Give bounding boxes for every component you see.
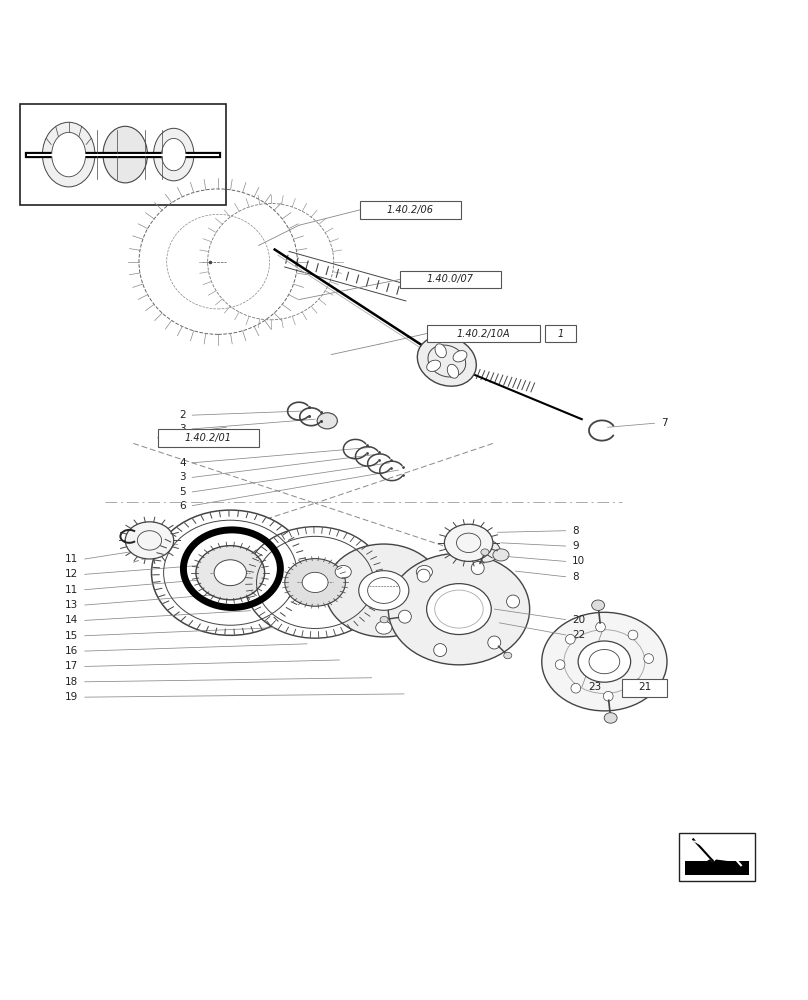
- Ellipse shape: [302, 572, 328, 593]
- Bar: [545, 325, 576, 342]
- Ellipse shape: [359, 571, 409, 610]
- Text: 1.40.2/06: 1.40.2/06: [386, 205, 434, 215]
- Ellipse shape: [417, 336, 477, 386]
- Ellipse shape: [196, 546, 265, 600]
- Circle shape: [417, 569, 430, 582]
- Circle shape: [488, 636, 501, 649]
- Bar: [360, 201, 461, 219]
- Bar: [622, 679, 667, 697]
- Circle shape: [644, 654, 654, 663]
- Circle shape: [471, 562, 484, 575]
- Text: 8: 8: [572, 526, 579, 536]
- Text: 13: 13: [65, 600, 78, 610]
- Ellipse shape: [52, 132, 86, 177]
- Ellipse shape: [151, 510, 309, 635]
- Text: 15: 15: [65, 631, 78, 641]
- Circle shape: [604, 691, 613, 701]
- Text: 3: 3: [179, 472, 186, 482]
- Ellipse shape: [604, 713, 617, 723]
- Ellipse shape: [214, 560, 246, 586]
- Text: 12: 12: [65, 569, 78, 579]
- Text: 2: 2: [179, 410, 186, 420]
- Ellipse shape: [444, 524, 493, 561]
- Text: 8: 8: [572, 572, 579, 582]
- Bar: [20, 104, 226, 205]
- Text: 11: 11: [65, 554, 78, 564]
- Ellipse shape: [541, 612, 667, 711]
- Text: 3: 3: [179, 424, 186, 434]
- Bar: [400, 271, 501, 288]
- Text: 1.40.2/10A: 1.40.2/10A: [457, 329, 510, 339]
- Text: 1.40.2/01: 1.40.2/01: [184, 433, 232, 443]
- Text: 22: 22: [572, 630, 585, 640]
- Ellipse shape: [427, 360, 440, 371]
- Circle shape: [571, 683, 581, 693]
- Ellipse shape: [453, 351, 467, 362]
- Text: 14: 14: [65, 615, 78, 625]
- Circle shape: [595, 622, 605, 632]
- Bar: [427, 325, 540, 342]
- Ellipse shape: [493, 549, 509, 561]
- Polygon shape: [685, 861, 749, 875]
- Text: 1.40.0/07: 1.40.0/07: [427, 274, 474, 284]
- Circle shape: [566, 634, 575, 644]
- Circle shape: [507, 595, 520, 608]
- Circle shape: [398, 610, 411, 623]
- Ellipse shape: [591, 600, 604, 611]
- Text: 6: 6: [179, 501, 186, 511]
- Ellipse shape: [503, 652, 511, 659]
- Ellipse shape: [376, 621, 392, 634]
- Ellipse shape: [481, 549, 489, 555]
- Ellipse shape: [146, 536, 177, 558]
- Ellipse shape: [245, 527, 386, 638]
- Ellipse shape: [284, 559, 346, 606]
- Text: 20: 20: [572, 615, 585, 625]
- Text: 18: 18: [65, 677, 78, 687]
- Text: 23: 23: [588, 682, 601, 692]
- Text: 21: 21: [638, 682, 651, 692]
- Ellipse shape: [380, 616, 388, 623]
- Ellipse shape: [427, 584, 491, 635]
- Ellipse shape: [125, 522, 174, 559]
- Ellipse shape: [435, 344, 446, 358]
- Bar: [158, 429, 259, 447]
- Ellipse shape: [103, 126, 147, 183]
- Text: 1: 1: [558, 329, 564, 339]
- Ellipse shape: [317, 413, 338, 429]
- Ellipse shape: [448, 364, 459, 378]
- Bar: [679, 833, 755, 881]
- Ellipse shape: [162, 138, 186, 171]
- Ellipse shape: [42, 122, 95, 187]
- Text: 16: 16: [65, 646, 78, 656]
- Text: 10: 10: [572, 556, 585, 566]
- Circle shape: [628, 630, 638, 640]
- Text: 9: 9: [572, 541, 579, 551]
- Circle shape: [434, 644, 447, 657]
- Text: 5: 5: [179, 487, 186, 497]
- Ellipse shape: [579, 641, 630, 682]
- Polygon shape: [687, 859, 747, 873]
- Circle shape: [633, 679, 643, 689]
- Text: 4: 4: [179, 458, 186, 468]
- Polygon shape: [721, 843, 747, 855]
- Ellipse shape: [325, 544, 442, 637]
- Polygon shape: [693, 841, 727, 853]
- Ellipse shape: [469, 540, 500, 562]
- Text: 7: 7: [661, 418, 667, 428]
- Ellipse shape: [335, 565, 351, 578]
- Text: 17: 17: [65, 661, 78, 671]
- Circle shape: [555, 660, 565, 669]
- Text: 11: 11: [65, 585, 78, 595]
- Text: 19: 19: [65, 692, 78, 702]
- Ellipse shape: [416, 565, 432, 578]
- Ellipse shape: [154, 128, 194, 181]
- Ellipse shape: [388, 553, 530, 665]
